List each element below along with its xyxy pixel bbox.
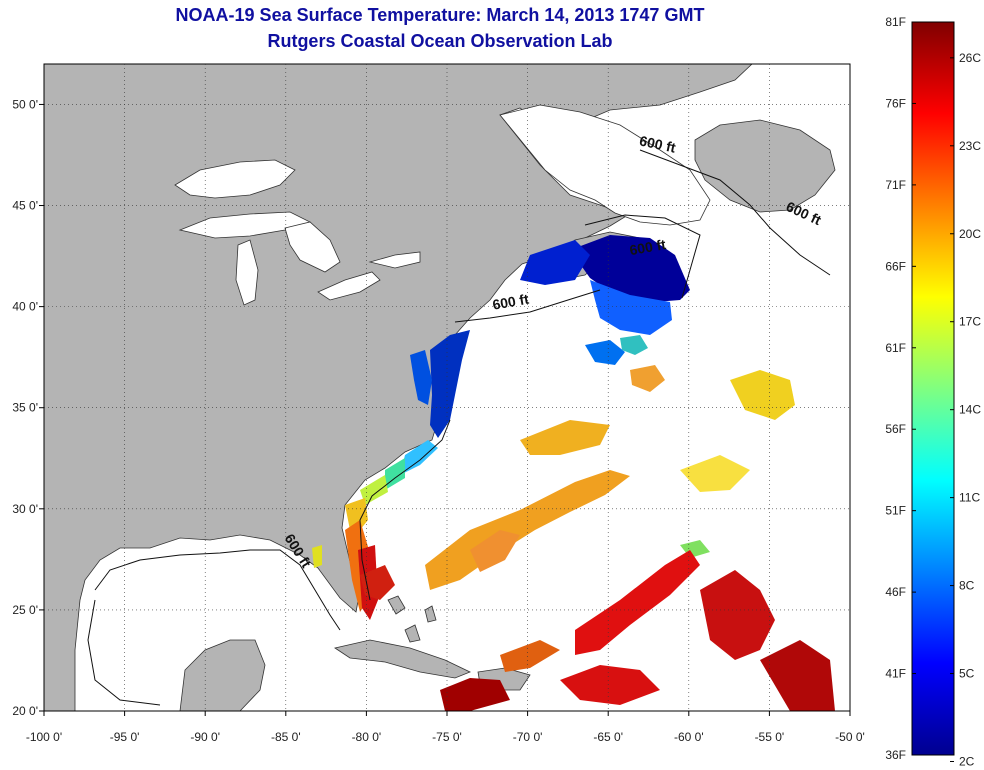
colorbar-label-c: 20C [959, 227, 981, 241]
sst-southern-ne [585, 340, 625, 365]
sst-chesapeake [410, 350, 432, 405]
lat-tick-label: 20 0' [12, 704, 38, 718]
colorbar-fahrenheit-labels: 81F 76F 71F 66F 61F 56F 51F 46F 41F 36F [885, 15, 916, 762]
isobath-scotian [584, 214, 701, 299]
sst-georges-bank [590, 280, 672, 335]
axis-ticks [39, 103, 851, 716]
sst-mid-atlantic-shelf [430, 330, 470, 438]
sst-slope-teal [620, 335, 648, 355]
sst-se-shelf-3 [360, 475, 388, 505]
sst-swath-orange-2 [470, 530, 520, 572]
colorbar-label-c: 23C [959, 139, 981, 153]
lake-huron [284, 221, 341, 273]
sst-swath-red-3 [760, 640, 835, 711]
colorbar-label-c: 17C [959, 315, 981, 329]
bahamas-land [387, 595, 437, 643]
colorbar-gradient [911, 21, 955, 756]
lon-tick-label: -75 0' [432, 730, 462, 744]
lon-tick-label: -100 0' [26, 730, 62, 744]
sst-gulf-of-maine [570, 235, 690, 302]
lon-tick-label: -60 0' [674, 730, 704, 744]
yucatan-land [179, 639, 266, 711]
lat-tick-label: 50 0' [12, 97, 38, 111]
sst-swath-red-2 [700, 570, 775, 660]
isobath-label: 600 ft [638, 132, 677, 155]
lon-tick-label: -80 0' [352, 730, 382, 744]
sst-se-shelf-1 [400, 440, 438, 475]
lake-erie [317, 271, 381, 301]
colorbar-label-f: 46F [885, 585, 906, 599]
sst-swath-red-5 [440, 678, 510, 711]
lat-tick-label: 35 0' [12, 401, 38, 415]
isobath-north [639, 149, 831, 276]
isobath-midatl [454, 289, 601, 323]
isobath-se [359, 419, 451, 601]
colorbar-label-f: 56F [885, 422, 906, 436]
colorbar-label-f: 36F [885, 748, 906, 762]
colorbar-label-c: 8C [959, 579, 975, 593]
lon-tick-label: -90 0' [190, 730, 220, 744]
colorbar-label-c: 2C [959, 755, 975, 769]
lon-tick-label: -95 0' [110, 730, 140, 744]
lat-tick-label: 45 0' [12, 199, 38, 213]
colorbar-label-f: 51F [885, 504, 906, 518]
colorbar-label-c: 26C [959, 51, 981, 65]
colorbar-label-c: 14C [959, 403, 981, 417]
colorbar-label-f: 61F [885, 341, 906, 355]
sst-fl-west [312, 545, 322, 568]
map-title: NOAA-19 Sea Surface Temperature: March 1… [175, 5, 705, 25]
lat-tick-label: 25 0' [12, 603, 38, 617]
lat-tick-label: 40 0' [12, 300, 38, 314]
lon-tick-label: -70 0' [513, 730, 543, 744]
sst-swath-red-4 [560, 665, 660, 705]
lon-tick-label: -50 0' [835, 730, 865, 744]
lon-tick-label: -65 0' [593, 730, 623, 744]
sst-swath-orange-4 [630, 365, 665, 392]
sst-swath-orange-3 [520, 420, 610, 455]
isobath-lines [87, 149, 831, 706]
isobath-label: 600 ft [491, 291, 530, 313]
sst-scotian-shelf [520, 240, 590, 285]
colorbar-label-c: 5C [959, 667, 975, 681]
colorbar-label-f: 76F [885, 96, 906, 110]
colorbar-celsius-labels: 26C 23C 20C 17C 14C 11C 8C 5C 2C [950, 51, 981, 769]
sst-swath-yellow-2 [730, 370, 795, 420]
st-lawrence-gulf [499, 104, 711, 226]
colorbar-label-f: 81F [885, 15, 906, 29]
lon-tick-label: -55 0' [755, 730, 785, 744]
colorbar-label-f: 41F [885, 667, 906, 681]
cuba-land [334, 639, 471, 679]
sst-data [312, 235, 835, 711]
axis-labels: -100 0' -95 0' -90 0' -85 0' -80 0' -75 0' -70… [12, 97, 864, 744]
sst-swath-yellow-1 [680, 455, 750, 492]
isobath-gulf-south [87, 599, 161, 706]
lon-tick-label: -85 0' [271, 730, 301, 744]
colorbar-label-f: 71F [885, 178, 906, 192]
newfoundland-land [694, 119, 836, 213]
isobath-gulf [94, 549, 341, 631]
colorbar-label-c: 11C [959, 491, 980, 505]
sst-swath-red-1 [575, 550, 700, 655]
sst-swath-orange-5 [500, 640, 560, 672]
colorbar-label-f: 66F [885, 259, 906, 273]
map-subtitle: Rutgers Coastal Ocean Observation Lab [267, 31, 613, 51]
lat-tick-label: 30 0' [12, 502, 38, 516]
lake-michigan [235, 239, 259, 306]
inland-waters [174, 104, 711, 306]
isobath-label: 600 ft [628, 236, 667, 258]
lake-ontario [368, 251, 421, 269]
